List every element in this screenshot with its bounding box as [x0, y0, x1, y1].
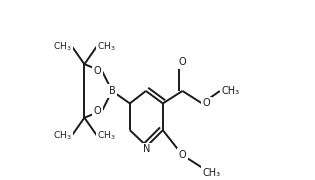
Text: CH₃: CH₃: [203, 168, 221, 178]
Text: O: O: [179, 57, 186, 67]
Text: O: O: [94, 66, 101, 76]
Text: CH$_3$: CH$_3$: [97, 129, 116, 142]
Text: O: O: [94, 105, 101, 116]
Text: O: O: [203, 98, 211, 108]
Text: CH$_3$: CH$_3$: [97, 40, 116, 53]
Text: CH$_3$: CH$_3$: [53, 129, 72, 142]
Text: N: N: [143, 144, 151, 154]
Text: B: B: [109, 86, 115, 96]
Text: CH$_3$: CH$_3$: [53, 40, 72, 53]
Text: O: O: [179, 150, 186, 160]
Text: CH₃: CH₃: [221, 86, 239, 96]
